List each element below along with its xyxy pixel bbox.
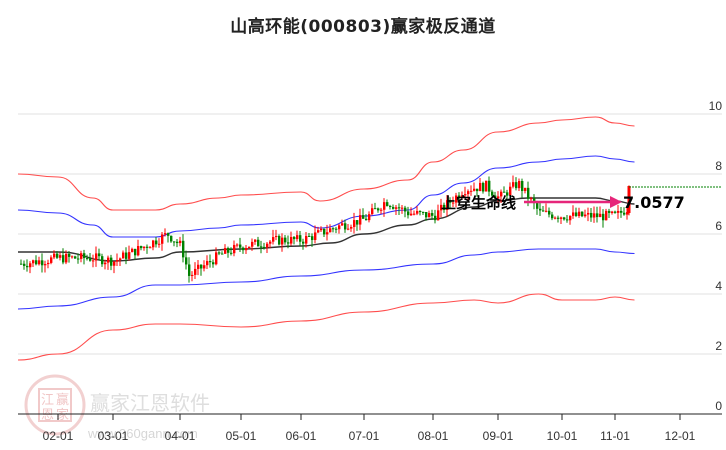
x-tick-label: 03-01	[98, 429, 129, 443]
y-tick-label: 2	[715, 339, 722, 353]
outer-lower-line	[17, 293, 635, 361]
x-tick-label: 07-01	[349, 429, 380, 443]
x-axis: 02-01 03-01 04-01 05-01 06-01 07-01 08-01 09-01…	[18, 413, 722, 443]
x-tick-label: 09-01	[483, 429, 514, 443]
watermark-seal-icon: 江 赢 恩 家	[24, 374, 86, 436]
y-tick-label: 8	[715, 159, 722, 173]
chart-title: 山高环能(000803)赢家极反通道	[230, 17, 496, 37]
y-tick-label: 4	[715, 279, 722, 293]
signal-label: 上穿生命线	[441, 194, 516, 212]
life-line-line	[18, 197, 635, 262]
svg-text:江: 江	[41, 393, 54, 408]
watermark-brand: 赢家江恩软件	[90, 391, 210, 415]
x-tick-label: 02-01	[43, 429, 74, 443]
y-tick-label: 10	[709, 99, 723, 113]
candlesticks	[20, 175, 631, 283]
outer-upper-line	[17, 116, 635, 211]
x-tick-label: 08-01	[418, 429, 449, 443]
last-price-label: 7.0577	[623, 193, 685, 212]
x-tick-label: 04-01	[165, 429, 196, 443]
x-tick-label: 11-01	[600, 429, 630, 443]
arrow-head-icon	[610, 196, 622, 208]
signal-arrow	[524, 196, 622, 208]
inner-lower-line	[17, 248, 635, 310]
svg-text:家: 家	[56, 407, 69, 423]
svg-text:赢: 赢	[56, 392, 69, 408]
inner-upper-line	[17, 155, 635, 238]
watermark-url: www.360gann.com	[87, 426, 198, 441]
svg-text:恩: 恩	[41, 408, 54, 423]
y-axis: 0 2 4 6 8 10	[709, 99, 723, 413]
x-tick-label: 10-01	[547, 429, 578, 443]
y-tick-label: 6	[715, 219, 722, 233]
watermark: 江 赢 恩 家 赢家江恩软件 www.360gann.com	[24, 374, 210, 441]
y-tick-label: 0	[715, 399, 722, 413]
x-tick-label: 12-01	[665, 429, 696, 443]
channel-bands	[17, 116, 635, 361]
x-tick-label: 05-01	[226, 429, 257, 443]
x-tick-label: 06-01	[286, 429, 317, 443]
